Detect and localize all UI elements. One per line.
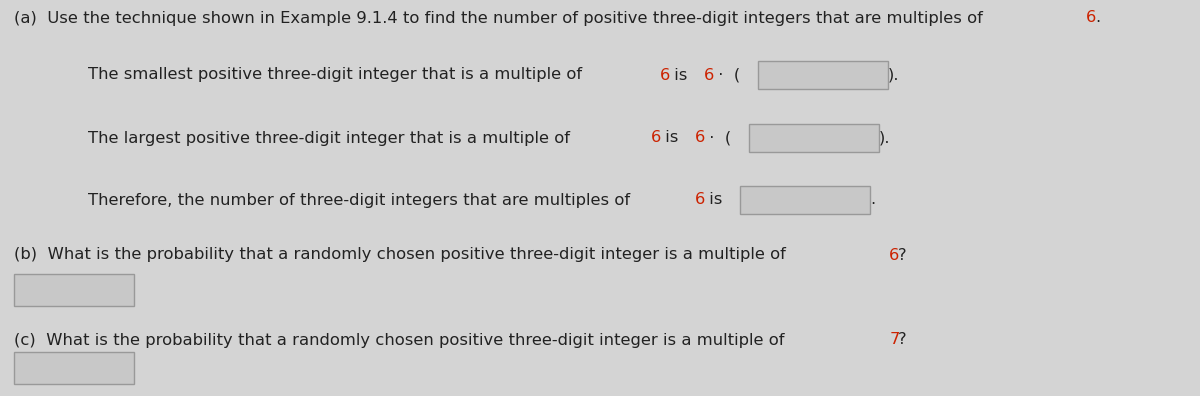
Text: is: is [668,67,692,82]
Text: 6: 6 [889,248,900,263]
Text: 6: 6 [660,67,670,82]
Text: ).: ). [878,131,890,145]
Text: The largest positive three-digit integer that is a multiple of: The largest positive three-digit integer… [88,131,575,145]
Text: .: . [870,192,875,208]
Text: Therefore, the number of three-digit integers that are multiples of: Therefore, the number of three-digit int… [88,192,635,208]
Text: 6: 6 [695,131,706,145]
Text: .: . [1094,11,1100,25]
Text: ·  (: · ( [713,67,740,82]
Text: (a)  Use the technique shown in Example 9.1.4 to find the number of positive thr: (a) Use the technique shown in Example 9… [14,11,988,25]
Text: ?: ? [899,333,907,348]
FancyBboxPatch shape [749,124,878,152]
Text: 7: 7 [889,333,900,348]
Text: ·  (: · ( [704,131,732,145]
Text: is: is [704,192,728,208]
FancyBboxPatch shape [740,186,870,214]
Text: (b)  What is the probability that a randomly chosen positive three-digit integer: (b) What is the probability that a rando… [14,248,791,263]
Text: (c)  What is the probability that a randomly chosen positive three-digit integer: (c) What is the probability that a rando… [14,333,790,348]
Text: 6: 6 [695,192,706,208]
Text: is: is [660,131,683,145]
FancyBboxPatch shape [14,274,134,306]
FancyBboxPatch shape [14,352,134,384]
Text: ?: ? [899,248,907,263]
Text: 6: 6 [650,131,661,145]
Text: The smallest positive three-digit integer that is a multiple of: The smallest positive three-digit intege… [88,67,587,82]
FancyBboxPatch shape [758,61,888,89]
Text: 6: 6 [704,67,715,82]
Text: ).: ). [888,67,899,82]
Text: 6: 6 [1086,11,1097,25]
